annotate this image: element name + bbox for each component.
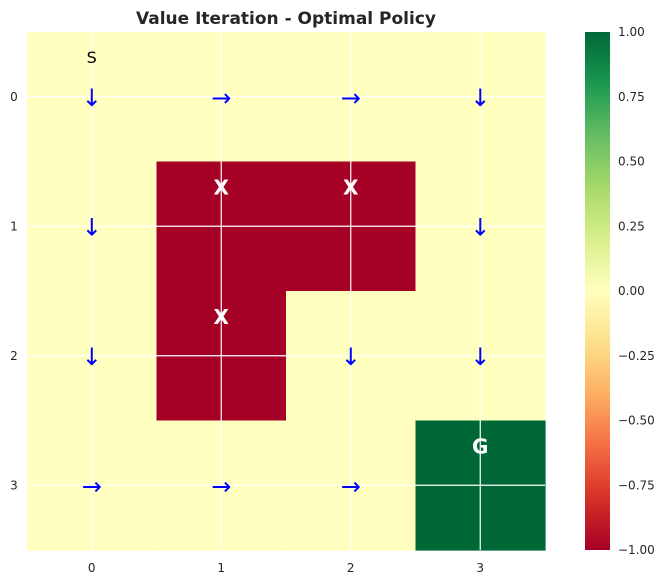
policy-arrow-right-icon: → <box>211 472 231 500</box>
colorbar-tick-label: 0.25 <box>618 219 645 233</box>
y-axis-ticks: 0 1 2 3 <box>10 90 18 493</box>
wall-marker: X <box>343 176 359 200</box>
grid-lines <box>27 32 545 550</box>
x-tick-label: 2 <box>347 561 355 575</box>
colorbar-tick-label: 0.75 <box>618 90 645 104</box>
policy-arrow-down-icon: ↓ <box>82 84 102 112</box>
policy-arrow-right-icon: → <box>341 472 361 500</box>
policy-arrow-right-icon: → <box>341 84 361 112</box>
y-tick-label: 3 <box>10 478 18 492</box>
policy-arrow-down-icon: ↓ <box>470 84 490 112</box>
policy-arrow-right-icon: → <box>82 472 102 500</box>
start-marker: S <box>87 48 97 67</box>
x-tick-label: 0 <box>88 561 96 575</box>
x-tick-label: 3 <box>476 561 484 575</box>
x-axis-ticks: 0 1 2 3 <box>88 561 484 575</box>
wall-marker: X <box>214 305 230 329</box>
colorbar-gradient <box>585 32 610 550</box>
y-tick-label: 1 <box>10 219 18 233</box>
y-tick-label: 0 <box>10 90 18 104</box>
x-tick-label: 1 <box>217 561 225 575</box>
colorbar-tick-label: −0.25 <box>618 349 655 363</box>
colorbar: 1.00 0.75 0.50 0.25 0.00 −0.25 −0.50 −0.75 −1.00 <box>585 25 655 557</box>
heatmap-cells <box>27 32 546 551</box>
colorbar-tick-label: 0.00 <box>618 284 645 298</box>
policy-arrow-down-icon: ↓ <box>470 343 490 371</box>
policy-arrow-down-icon: ↓ <box>470 213 490 241</box>
wall-marker: X <box>214 176 230 200</box>
cell-labels: ↓ → → ↓ ↓ ↓ ↓ ↓ ↓ → → → S X X X G <box>82 48 491 500</box>
colorbar-tick-label: −0.50 <box>618 414 655 428</box>
policy-arrow-down-icon: ↓ <box>82 213 102 241</box>
policy-arrow-down-icon: ↓ <box>341 343 361 371</box>
policy-arrow-right-icon: → <box>211 84 231 112</box>
goal-marker: G <box>472 435 488 459</box>
colorbar-tick-label: −1.00 <box>618 543 655 557</box>
colorbar-tick-label: 1.00 <box>618 25 645 39</box>
colorbar-tick-label: −0.75 <box>618 478 655 492</box>
chart-title: Value Iteration - Optimal Policy <box>136 9 436 29</box>
colorbar-tick-label: 0.50 <box>618 155 645 169</box>
y-tick-label: 2 <box>10 349 18 363</box>
policy-arrow-down-icon: ↓ <box>82 343 102 371</box>
